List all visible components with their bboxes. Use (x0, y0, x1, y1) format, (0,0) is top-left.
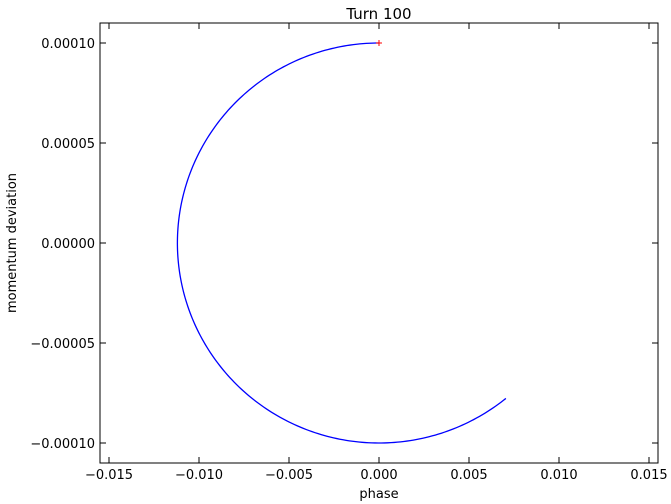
x-tick-label: 0.005 (450, 468, 487, 483)
markers-layer (376, 40, 382, 46)
x-tick-label: 0.010 (540, 468, 577, 483)
curves-layer (176, 42, 507, 444)
plot-background (100, 23, 658, 463)
x-tick-label: 0.015 (630, 468, 667, 483)
x-axis-ticks: −0.015 −0.010 −0.005 0.000 0.005 0.010 0.015 (85, 23, 668, 483)
x-tick-label: −0.005 (265, 468, 313, 483)
y-tick-label: −0.00010 (30, 437, 95, 452)
series-line-0 (176, 42, 507, 444)
x-tick-label: −0.010 (175, 468, 223, 483)
y-axis-label: momentum deviation (5, 173, 20, 313)
x-tick-label: 0.000 (360, 468, 397, 483)
chart-title: Turn 100 (345, 5, 411, 23)
y-tick-label: −0.00005 (30, 337, 95, 352)
y-tick-label: 0.00000 (41, 237, 95, 252)
y-tick-label: 0.00010 (41, 37, 95, 52)
x-axis-label: phase (359, 487, 398, 502)
x-tick-label: −0.015 (85, 468, 133, 483)
y-axis-ticks: 0.00010 0.00005 0.00000 −0.00005 −0.00010 (30, 37, 658, 452)
y-tick-label: 0.00005 (41, 137, 95, 152)
marker-point-0 (376, 40, 382, 46)
